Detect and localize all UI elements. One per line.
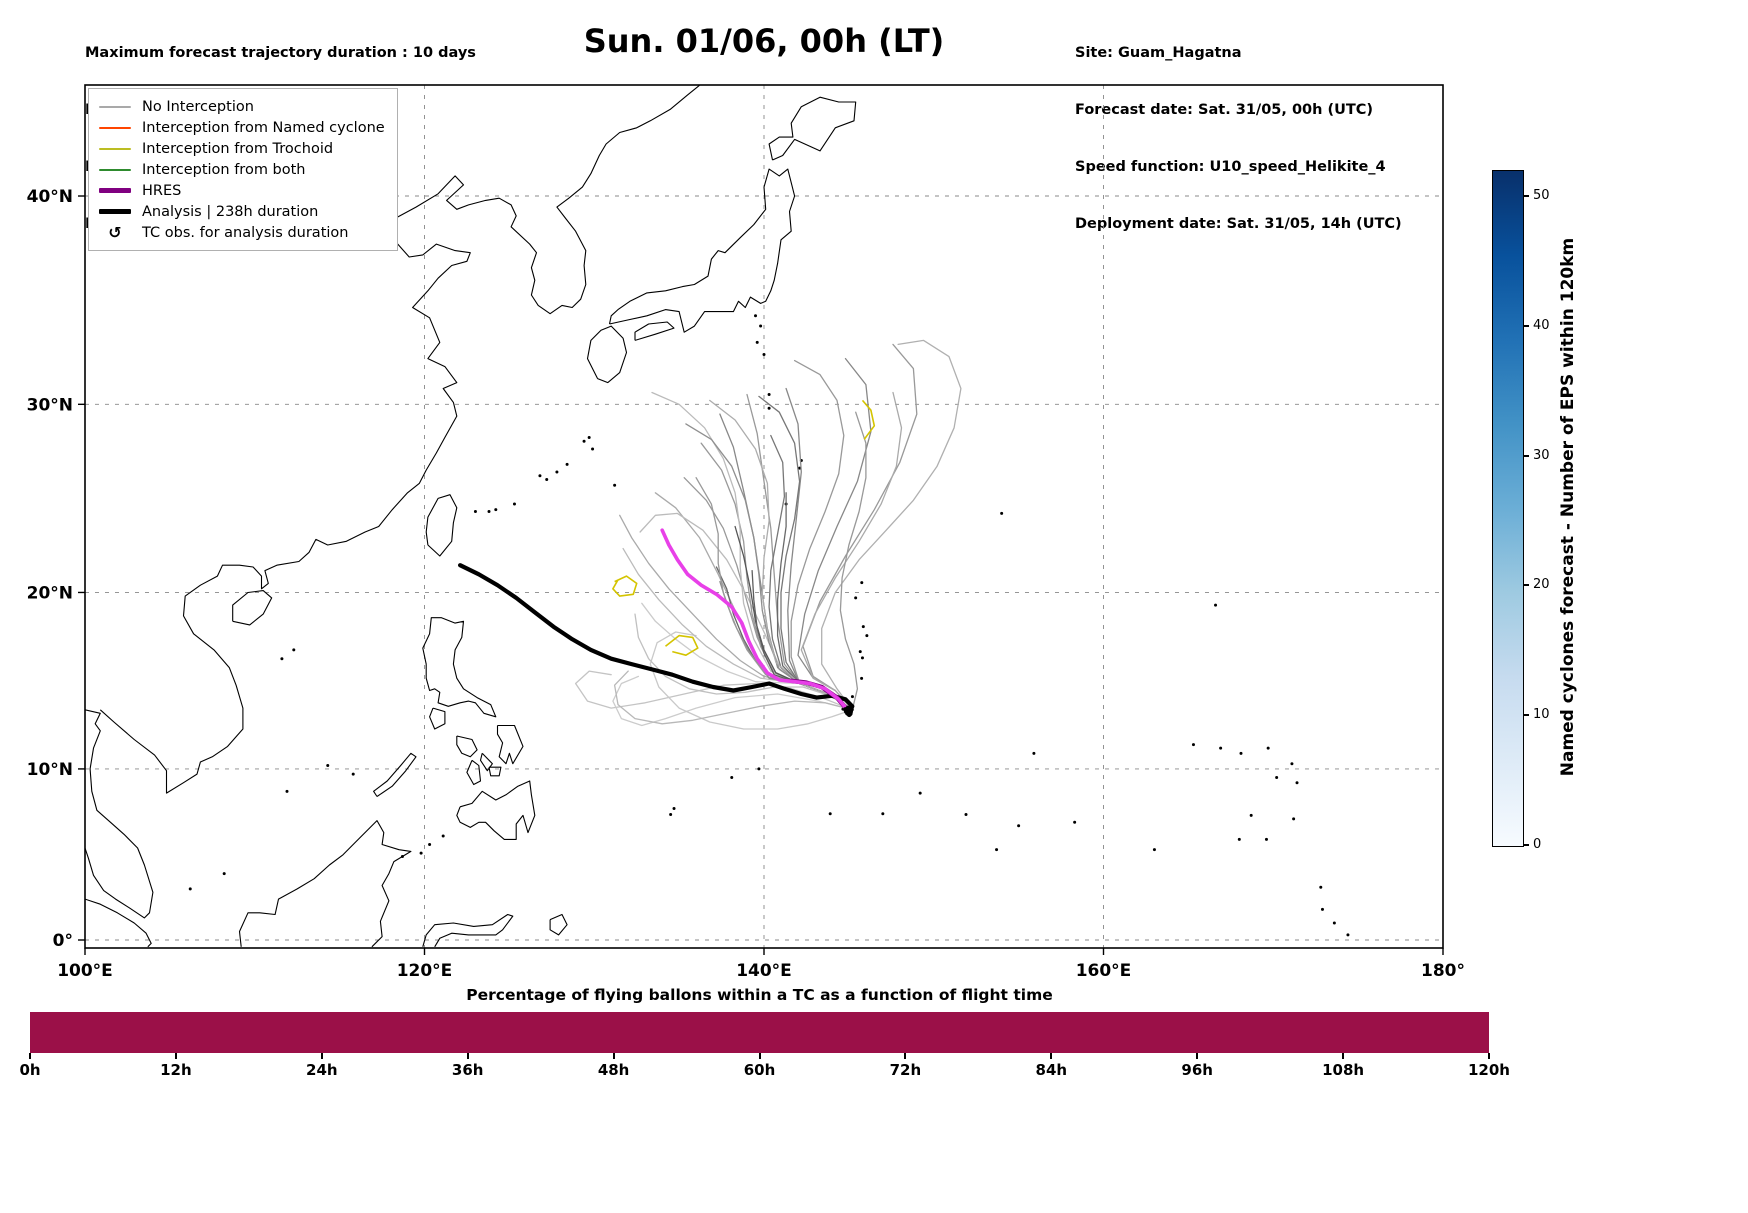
meta-line-1: Site: Guam_Hagatna — [1075, 45, 1242, 61]
legend-item: Interception from Trochoid — [99, 138, 385, 159]
svg-text:160°E: 160°E — [1076, 961, 1132, 981]
svg-text:140°E: 140°E — [736, 961, 792, 981]
legend-item: ↺ TC obs. for analysis duration — [108, 223, 349, 242]
svg-text:0°: 0° — [53, 931, 73, 951]
tc-percentage-bar — [30, 1012, 1489, 1053]
svg-text:120°E: 120°E — [397, 961, 453, 981]
legend-item: Analysis | 238h duration — [99, 201, 385, 222]
meta-line-3: Speed function: U10_speed_Helikite_4 — [1075, 159, 1386, 175]
legend-item: HRES — [99, 180, 385, 201]
colorbar-label: Named cyclones forecast - Number of EPS … — [1558, 237, 1578, 777]
meta-line-4: Deployment date: Sat. 31/05, 14h (UTC) — [1075, 216, 1402, 232]
figure-title: Sun. 01/06, 00h (LT) — [583, 22, 945, 60]
forecast-metadata: Site: Guam_Hagatna Forecast date: Sat. 3… — [1075, 6, 1402, 272]
map-legend: No Interception Interception from Named c… — [88, 88, 398, 251]
legend-item: Interception from both — [99, 159, 385, 180]
param-line-1: Maximum forecast trajectory duration : 1… — [85, 45, 476, 61]
meta-line-2: Forecast date: Sat. 31/05, 00h (UTC) — [1075, 102, 1374, 118]
bottom-chart-title: Percentage of flying ballons within a TC… — [466, 986, 1053, 1004]
colorbar-gradient — [1492, 170, 1524, 847]
tc-obs-icon: ↺ — [108, 223, 122, 242]
legend-item: Interception from Named cyclone — [99, 117, 385, 138]
svg-text:20°N: 20°N — [27, 583, 73, 603]
svg-text:40°N: 40°N — [27, 187, 73, 207]
legend-item: No Interception — [99, 96, 385, 117]
svg-text:30°N: 30°N — [27, 395, 73, 415]
svg-text:10°N: 10°N — [27, 760, 73, 780]
svg-text:180°: 180° — [1421, 961, 1465, 981]
svg-text:100°E: 100°E — [57, 961, 113, 981]
